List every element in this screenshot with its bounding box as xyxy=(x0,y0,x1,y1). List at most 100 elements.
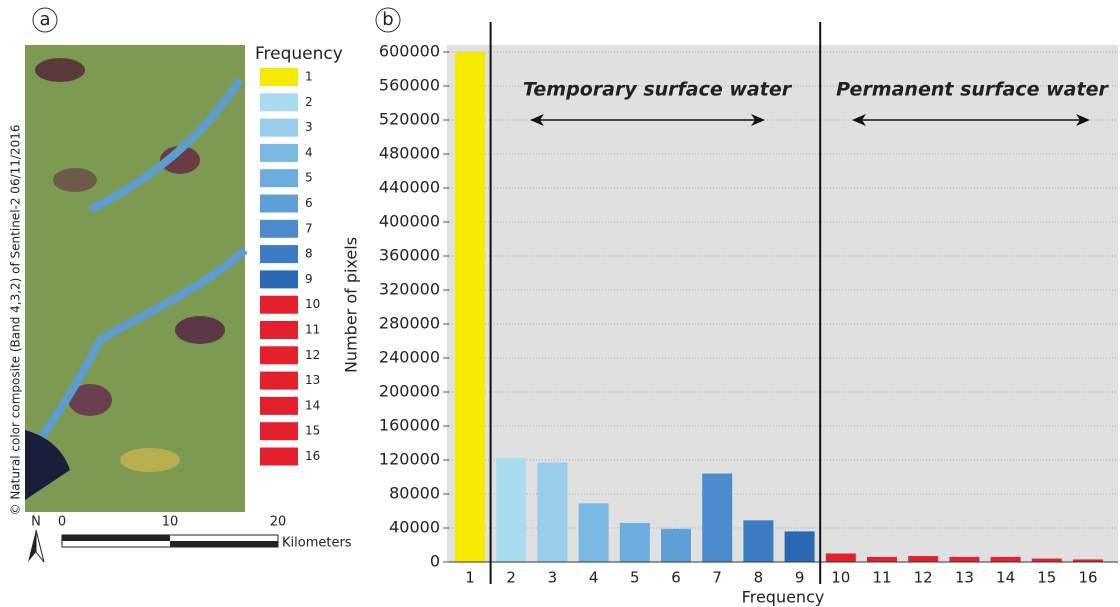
y-tick-label: 560000 xyxy=(379,76,440,95)
bar xyxy=(1031,558,1062,562)
legend-swatch xyxy=(260,422,298,441)
bar xyxy=(867,556,897,562)
bar xyxy=(825,553,856,562)
credit: © Natural color composite (Band 4,3,2) o… xyxy=(9,125,23,516)
bar xyxy=(990,556,1021,562)
bar xyxy=(537,462,568,562)
x-tick-label: 14 xyxy=(996,569,1015,587)
y-tick-label: 520000 xyxy=(379,110,440,129)
legend-swatch xyxy=(260,270,298,289)
y-tick-label: 160000 xyxy=(379,416,440,435)
legend-label: 15 xyxy=(305,424,320,438)
legend-swatch xyxy=(260,68,298,86)
y-tick-label: 40000 xyxy=(389,518,440,537)
legend-label: 13 xyxy=(305,373,320,387)
legend-label: 11 xyxy=(305,323,320,337)
legend-swatch xyxy=(260,295,298,314)
bar xyxy=(619,522,650,562)
bar xyxy=(496,458,527,562)
x-tick-label: 12 xyxy=(914,569,933,587)
y-tick-label: 360000 xyxy=(379,246,440,265)
bar xyxy=(1073,559,1103,562)
y-tick-label: 440000 xyxy=(379,178,440,197)
scale-bar xyxy=(61,534,279,548)
panel-label: a xyxy=(39,9,50,30)
legend-label: 4 xyxy=(305,145,313,159)
legend-label: 16 xyxy=(305,449,320,463)
panel-label-circle xyxy=(32,7,58,33)
legend-label: 9 xyxy=(305,272,313,286)
legend-swatch xyxy=(260,346,298,365)
scale-label: 20 xyxy=(270,515,287,530)
y-tick-label: 400000 xyxy=(379,212,440,231)
bar xyxy=(661,528,691,562)
x-tick-label: 2 xyxy=(506,569,516,587)
x-tick-label: 4 xyxy=(589,569,599,587)
legend-label: 2 xyxy=(305,95,313,109)
north-arrow xyxy=(28,530,36,562)
legend-label: 8 xyxy=(305,247,313,261)
scale-label: 10 xyxy=(162,515,179,530)
north-arrow xyxy=(35,529,45,563)
x-tick-label: 1 xyxy=(465,569,475,587)
legend-swatch xyxy=(260,93,298,112)
legend-swatch xyxy=(260,245,298,264)
x-tick-label: 13 xyxy=(955,569,974,587)
bar xyxy=(743,520,774,562)
legend-swatch xyxy=(260,143,298,162)
satellite-image xyxy=(25,45,248,512)
y-tick-label: 280000 xyxy=(379,314,440,333)
x-tick-label: 11 xyxy=(872,569,891,587)
y-tick-label: 320000 xyxy=(379,280,440,299)
legend-swatch xyxy=(260,194,298,213)
bar xyxy=(702,473,733,562)
x-tick-label: 3 xyxy=(548,569,558,587)
x-tick-label: 9 xyxy=(795,569,805,587)
legend-swatch xyxy=(260,219,298,238)
x-tick-label: 16 xyxy=(1078,569,1097,587)
legend-label: 6 xyxy=(305,196,313,210)
x-tick-label: 5 xyxy=(630,569,640,587)
y-tick-label: 240000 xyxy=(379,348,440,367)
north-label: N xyxy=(31,515,41,530)
bar xyxy=(455,52,485,562)
scale-unit: Kilometers xyxy=(282,536,352,551)
bar xyxy=(949,556,980,562)
x-axis-title: Frequency xyxy=(742,588,825,607)
legend-swatch xyxy=(260,396,298,415)
x-tick-label: 15 xyxy=(1037,569,1056,587)
legend-label: 12 xyxy=(305,348,320,362)
annotation: Permanent surface water xyxy=(836,79,1109,101)
x-tick-label: 8 xyxy=(754,569,764,587)
x-tick-label: 7 xyxy=(712,569,722,587)
legend-label: 14 xyxy=(305,398,320,412)
legend-swatch xyxy=(260,169,298,188)
panel-label-circle xyxy=(375,7,401,33)
y-tick-label: 80000 xyxy=(389,484,440,503)
y-tick-label: 0 xyxy=(430,552,440,571)
y-tick-label: 600000 xyxy=(379,42,440,61)
y-tick-label: 480000 xyxy=(379,144,440,163)
legend-label: 1 xyxy=(305,70,313,84)
legend-swatch xyxy=(260,371,298,390)
legend-title: Frequency xyxy=(255,44,343,64)
legend-swatch xyxy=(260,118,298,137)
legend-label: 5 xyxy=(305,171,313,185)
y-axis-title: Number of pixels xyxy=(342,237,361,373)
legend-label: 7 xyxy=(305,221,313,235)
bar xyxy=(784,531,815,562)
legend-label: 10 xyxy=(305,297,320,311)
legend-swatch xyxy=(260,447,298,466)
bar xyxy=(908,556,939,562)
scale-label: 0 xyxy=(58,515,66,530)
legend-swatch xyxy=(260,321,298,339)
y-tick-label: 200000 xyxy=(379,382,440,401)
bar xyxy=(578,503,609,562)
annotation: Temporary surface water xyxy=(523,79,793,101)
x-tick-label: 6 xyxy=(671,569,681,587)
x-tick-label: 10 xyxy=(831,569,850,587)
legend-label: 3 xyxy=(305,120,313,134)
panel-label: b xyxy=(382,9,393,30)
y-tick-label: 120000 xyxy=(379,450,440,469)
